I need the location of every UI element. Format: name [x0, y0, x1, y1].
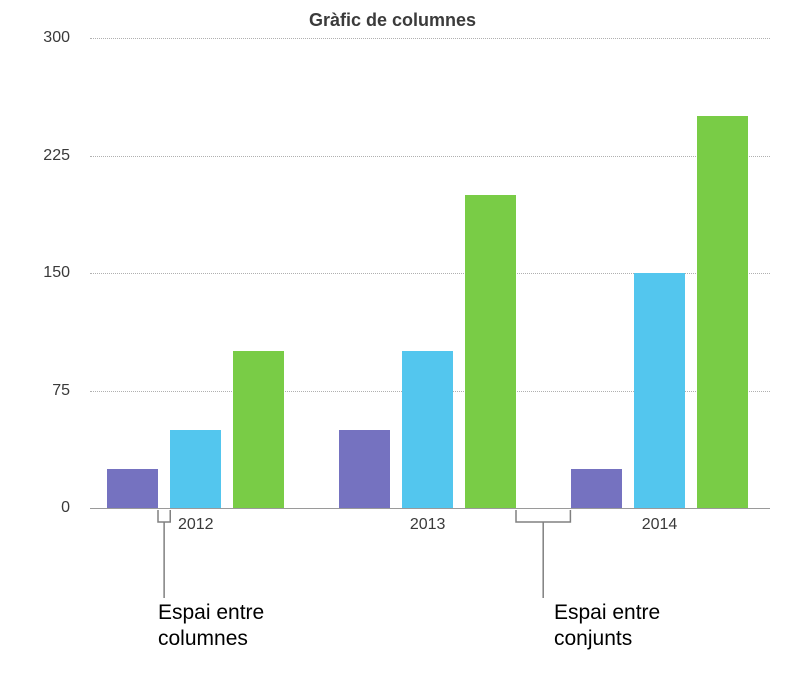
y-tick-label: 150: [10, 264, 70, 282]
bar: [465, 195, 516, 508]
x-tick-label: 2013: [410, 516, 446, 534]
bar: [571, 469, 622, 508]
bar: [634, 273, 685, 508]
bar: [402, 351, 453, 508]
x-tick-label: 2012: [178, 516, 214, 534]
bar: [697, 116, 748, 508]
x-tick-label: 2014: [642, 516, 678, 534]
bar: [170, 430, 221, 508]
gridline: [90, 156, 770, 157]
y-tick-label: 0: [10, 499, 70, 517]
y-tick-label: 75: [10, 382, 70, 400]
y-tick-label: 300: [10, 29, 70, 47]
chart-plot-area: 201220132014: [90, 38, 770, 508]
bar: [339, 430, 390, 508]
bracket-gap-columns: [156, 510, 172, 598]
bar: [233, 351, 284, 508]
chart-title: Gràfic de columnes: [309, 10, 476, 31]
bracket-gap-groups: [514, 510, 572, 598]
x-axis-baseline: [90, 508, 770, 509]
gridline: [90, 38, 770, 39]
y-tick-label: 225: [10, 147, 70, 165]
annotation-gap-columns: Espai entrecolumnes: [158, 600, 264, 653]
bar: [107, 469, 158, 508]
annotation-gap-groups: Espai entreconjunts: [554, 600, 660, 653]
